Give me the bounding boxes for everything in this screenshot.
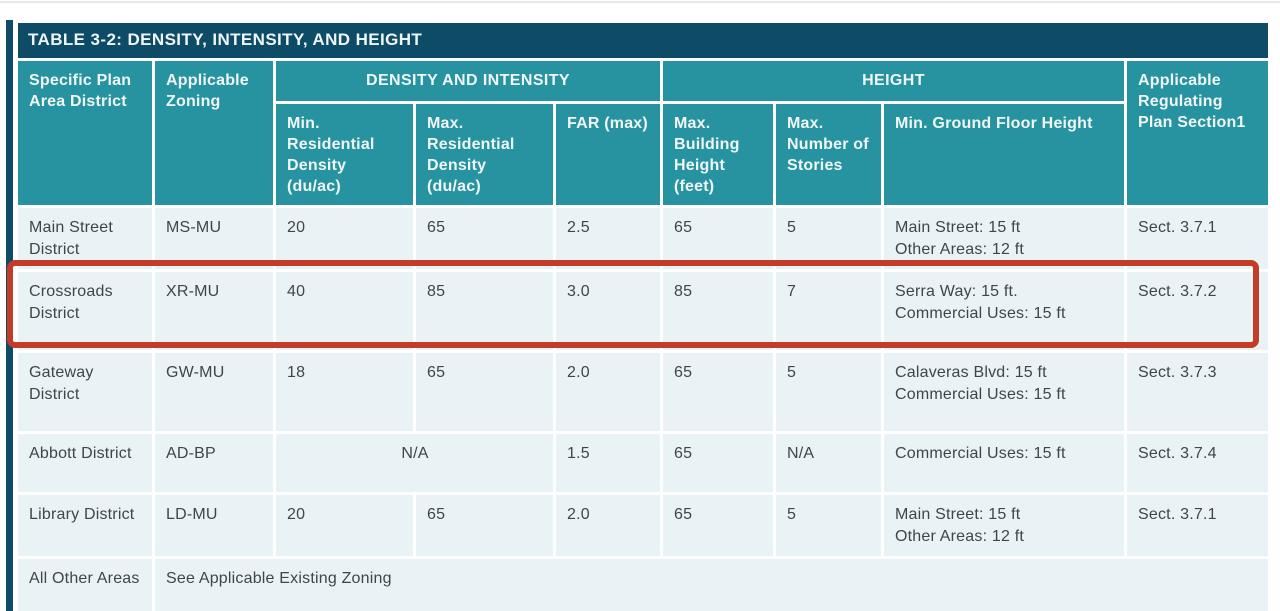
cell-max-density: 65 <box>416 495 553 556</box>
col-header-applicable-zoning: Applicable Zoning <box>155 61 273 205</box>
table-title: TABLE 3-2: DENSITY, INTENSITY, AND HEIGH… <box>18 23 1269 58</box>
cell-min-density: 40 <box>276 272 413 350</box>
cell-zoning: AD-BP <box>155 434 273 492</box>
cell-section: Sect. 3.7.1 <box>1127 208 1269 269</box>
cell-min-density: 20 <box>276 495 413 556</box>
cell-section: Sect. 3.7.3 <box>1127 353 1269 431</box>
cell-district: All Other Areas <box>18 559 152 611</box>
cell-zoning: XR-MU <box>155 272 273 350</box>
cell-max-height: 65 <box>663 353 773 431</box>
zoning-table-container: TABLE 3-2: DENSITY, INTENSITY, AND HEIGH… <box>15 20 1272 611</box>
cell-min-density: 20 <box>276 208 413 269</box>
cell-max-stories: 5 <box>776 353 881 431</box>
table-row-abbott: Abbott District AD-BP N/A 1.5 65 N/A Com… <box>18 434 1269 492</box>
cell-section: Sect. 3.7.4 <box>1127 434 1269 492</box>
cell-max-stories: 5 <box>776 495 881 556</box>
cell-zoning: MS-MU <box>155 208 273 269</box>
col-group-density-intensity: DENSITY AND INTENSITY <box>276 61 660 101</box>
header-group-row: Specific Plan Area District Applicable Z… <box>18 61 1269 205</box>
table-row-main-street: Main Street District MS-MU 20 65 2.5 65 … <box>18 208 1269 269</box>
crossroads-row-highlight-box <box>7 260 1259 348</box>
col-header-min-res-density: Min. Residential Density (du/ac) <box>276 104 413 205</box>
cell-district: Main Street District <box>18 208 152 269</box>
cell-zoning: LD-MU <box>155 495 273 556</box>
cell-section: Sect. 3.7.1 <box>1127 495 1269 556</box>
cell-district: Gateway District <box>18 353 152 431</box>
cell-max-height: 85 <box>663 272 773 350</box>
cell-far: 2.0 <box>556 353 660 431</box>
cell-existing-zoning-note: See Applicable Existing Zoning <box>155 559 1269 611</box>
table-title-row: TABLE 3-2: DENSITY, INTENSITY, AND HEIGH… <box>18 23 1269 58</box>
cell-max-density: 65 <box>416 353 553 431</box>
cell-max-height: 65 <box>663 434 773 492</box>
cell-max-stories: N/A <box>776 434 881 492</box>
cell-zoning: GW-MU <box>155 353 273 431</box>
table-row-library: Library District LD-MU 20 65 2.0 65 5 Ma… <box>18 495 1269 556</box>
cell-far: 2.0 <box>556 495 660 556</box>
cell-ground-floor: Calaveras Blvd: 15 ft Commercial Uses: 1… <box>884 353 1124 431</box>
cell-ground-floor: Commercial Uses: 15 ft <box>884 434 1124 492</box>
cell-max-density: 65 <box>416 208 553 269</box>
cell-district: Library District <box>18 495 152 556</box>
cell-ground-floor: Main Street: 15 ft Other Areas: 12 ft <box>884 208 1124 269</box>
cell-max-height: 65 <box>663 495 773 556</box>
cell-district: Crossroads District <box>18 272 152 350</box>
col-header-specific-plan: Specific Plan Area District <box>18 61 152 205</box>
cell-max-stories: 7 <box>776 272 881 350</box>
col-header-max-stories: Max. Number of Stories <box>776 104 881 205</box>
col-header-regulating-plan: Applicable Regulating Plan Section1 <box>1127 61 1269 205</box>
cell-ground-floor: Serra Way: 15 ft. Commercial Uses: 15 ft <box>884 272 1124 350</box>
cell-min-density: 18 <box>276 353 413 431</box>
col-header-min-ground-floor: Min. Ground Floor Height <box>884 104 1124 205</box>
cell-max-height: 65 <box>663 208 773 269</box>
cell-max-stories: 5 <box>776 208 881 269</box>
cell-section: Sect. 3.7.2 <box>1127 272 1269 350</box>
cell-density-na: N/A <box>276 434 553 492</box>
cell-far: 2.5 <box>556 208 660 269</box>
col-header-max-res-density: Max. Residential Density (du/ac) <box>416 104 553 205</box>
header-sub-row: Min. Residential Density (du/ac) Max. Re… <box>18 104 1268 205</box>
cell-district: Abbott District <box>18 434 152 492</box>
col-group-height: HEIGHT <box>663 61 1124 101</box>
table-row-all-other-areas: All Other Areas See Applicable Existing … <box>18 559 1269 611</box>
col-header-max-building-height: Max. Building Height (feet) <box>663 104 773 205</box>
density-intensity-height-table: TABLE 3-2: DENSITY, INTENSITY, AND HEIGH… <box>15 20 1272 611</box>
cell-far: 1.5 <box>556 434 660 492</box>
cell-far: 3.0 <box>556 272 660 350</box>
cell-ground-floor: Main Street: 15 ft Other Areas: 12 ft <box>884 495 1124 556</box>
cell-max-density: 85 <box>416 272 553 350</box>
col-header-far: FAR (max) <box>556 104 660 205</box>
table-row-gateway: Gateway District GW-MU 18 65 2.0 65 5 Ca… <box>18 353 1269 431</box>
table-row-crossroads-highlighted: Crossroads District XR-MU 40 85 3.0 85 7… <box>18 272 1269 350</box>
page-top-border <box>0 1 1280 3</box>
